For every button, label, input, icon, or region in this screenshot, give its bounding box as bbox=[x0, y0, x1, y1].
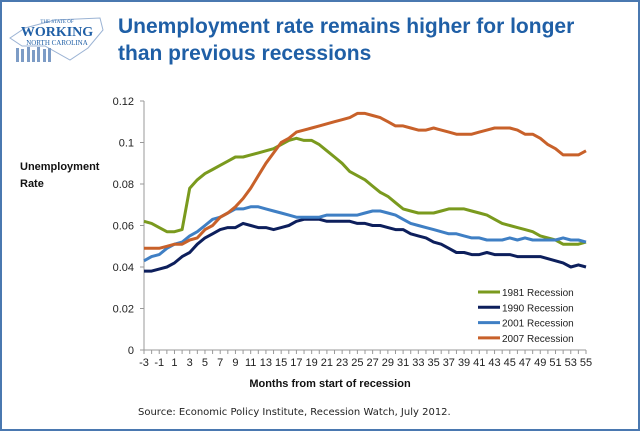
logo-text-bottom: NORTH CAROLINA bbox=[26, 39, 88, 47]
x-tick-label: 47 bbox=[519, 357, 531, 369]
x-tick-label: 9 bbox=[232, 357, 238, 369]
legend-label: 1990 Recession bbox=[502, 303, 574, 314]
x-tick-label: -1 bbox=[154, 357, 164, 369]
y-tick-label: 0.06 bbox=[113, 221, 134, 233]
y-tick-label: 0 bbox=[128, 345, 134, 357]
y-tick-label: 0.04 bbox=[113, 262, 134, 274]
x-tick-label: 37 bbox=[443, 357, 455, 369]
x-tick-label: 3 bbox=[187, 357, 193, 369]
logo-people-figures bbox=[16, 47, 51, 62]
x-tick-label: 1 bbox=[171, 357, 177, 369]
chart-title-line-1: Unemployment rate remains higher for lon… bbox=[118, 15, 574, 38]
x-axis-label: Months from start of recession bbox=[249, 378, 411, 390]
x-tick-label: 39 bbox=[458, 357, 470, 369]
y-tick-label: 0.02 bbox=[113, 304, 134, 316]
legend-label: 1981 Recession bbox=[502, 288, 574, 299]
x-tick-label: 25 bbox=[351, 357, 363, 369]
x-tick-label: 15 bbox=[275, 357, 287, 369]
x-tick-label: 21 bbox=[321, 357, 333, 369]
y-tick-label: 0.1 bbox=[119, 138, 134, 150]
x-tick-label: 23 bbox=[336, 357, 348, 369]
y-axis-label-line-1: Unemployment bbox=[20, 161, 100, 173]
x-tick-label: 41 bbox=[473, 357, 485, 369]
x-tick-label: 29 bbox=[382, 357, 394, 369]
x-tick-label: 33 bbox=[412, 357, 424, 369]
x-tick-label: 49 bbox=[534, 357, 546, 369]
logo-text-main: WORKING bbox=[21, 25, 93, 40]
legend-label: 2007 Recession bbox=[502, 334, 574, 345]
x-tick-label: 7 bbox=[217, 357, 223, 369]
x-tick-label: -3 bbox=[139, 357, 149, 369]
x-tick-label: 5 bbox=[202, 357, 208, 369]
x-tick-label: 43 bbox=[488, 357, 500, 369]
series-line-1990 bbox=[144, 217, 587, 273]
x-tick-label: 11 bbox=[245, 357, 256, 369]
x-tick-label: 27 bbox=[366, 357, 378, 369]
logo: THE STATE OF WORKING NORTH CAROLINA bbox=[9, 17, 104, 62]
series-line-1981 bbox=[143, 136, 587, 246]
x-tick-label: 17 bbox=[290, 357, 302, 369]
x-tick-label: 51 bbox=[549, 357, 561, 369]
y-axis-label-line-2: Rate bbox=[20, 178, 44, 190]
x-tick-label: 35 bbox=[427, 357, 439, 369]
x-tick-label: 31 bbox=[397, 357, 409, 369]
series-line-2007 bbox=[144, 111, 587, 250]
x-tick-label: 53 bbox=[565, 357, 577, 369]
legend-label: 2001 Recession bbox=[502, 319, 574, 330]
y-tick-label: 0.12 bbox=[113, 96, 134, 108]
x-tick-label: 19 bbox=[306, 357, 318, 369]
x-tick-label: 55 bbox=[580, 357, 592, 369]
x-tick-label: 13 bbox=[260, 357, 272, 369]
chart-title-line-2: than previous recessions bbox=[118, 42, 371, 65]
logo-text-top: THE STATE OF bbox=[40, 20, 73, 25]
x-tick-label: 45 bbox=[504, 357, 516, 369]
y-tick-label: 0.08 bbox=[113, 179, 134, 191]
nc-state-outline bbox=[9, 17, 104, 61]
source-note: Source: Economic Policy Institute, Reces… bbox=[138, 407, 451, 418]
